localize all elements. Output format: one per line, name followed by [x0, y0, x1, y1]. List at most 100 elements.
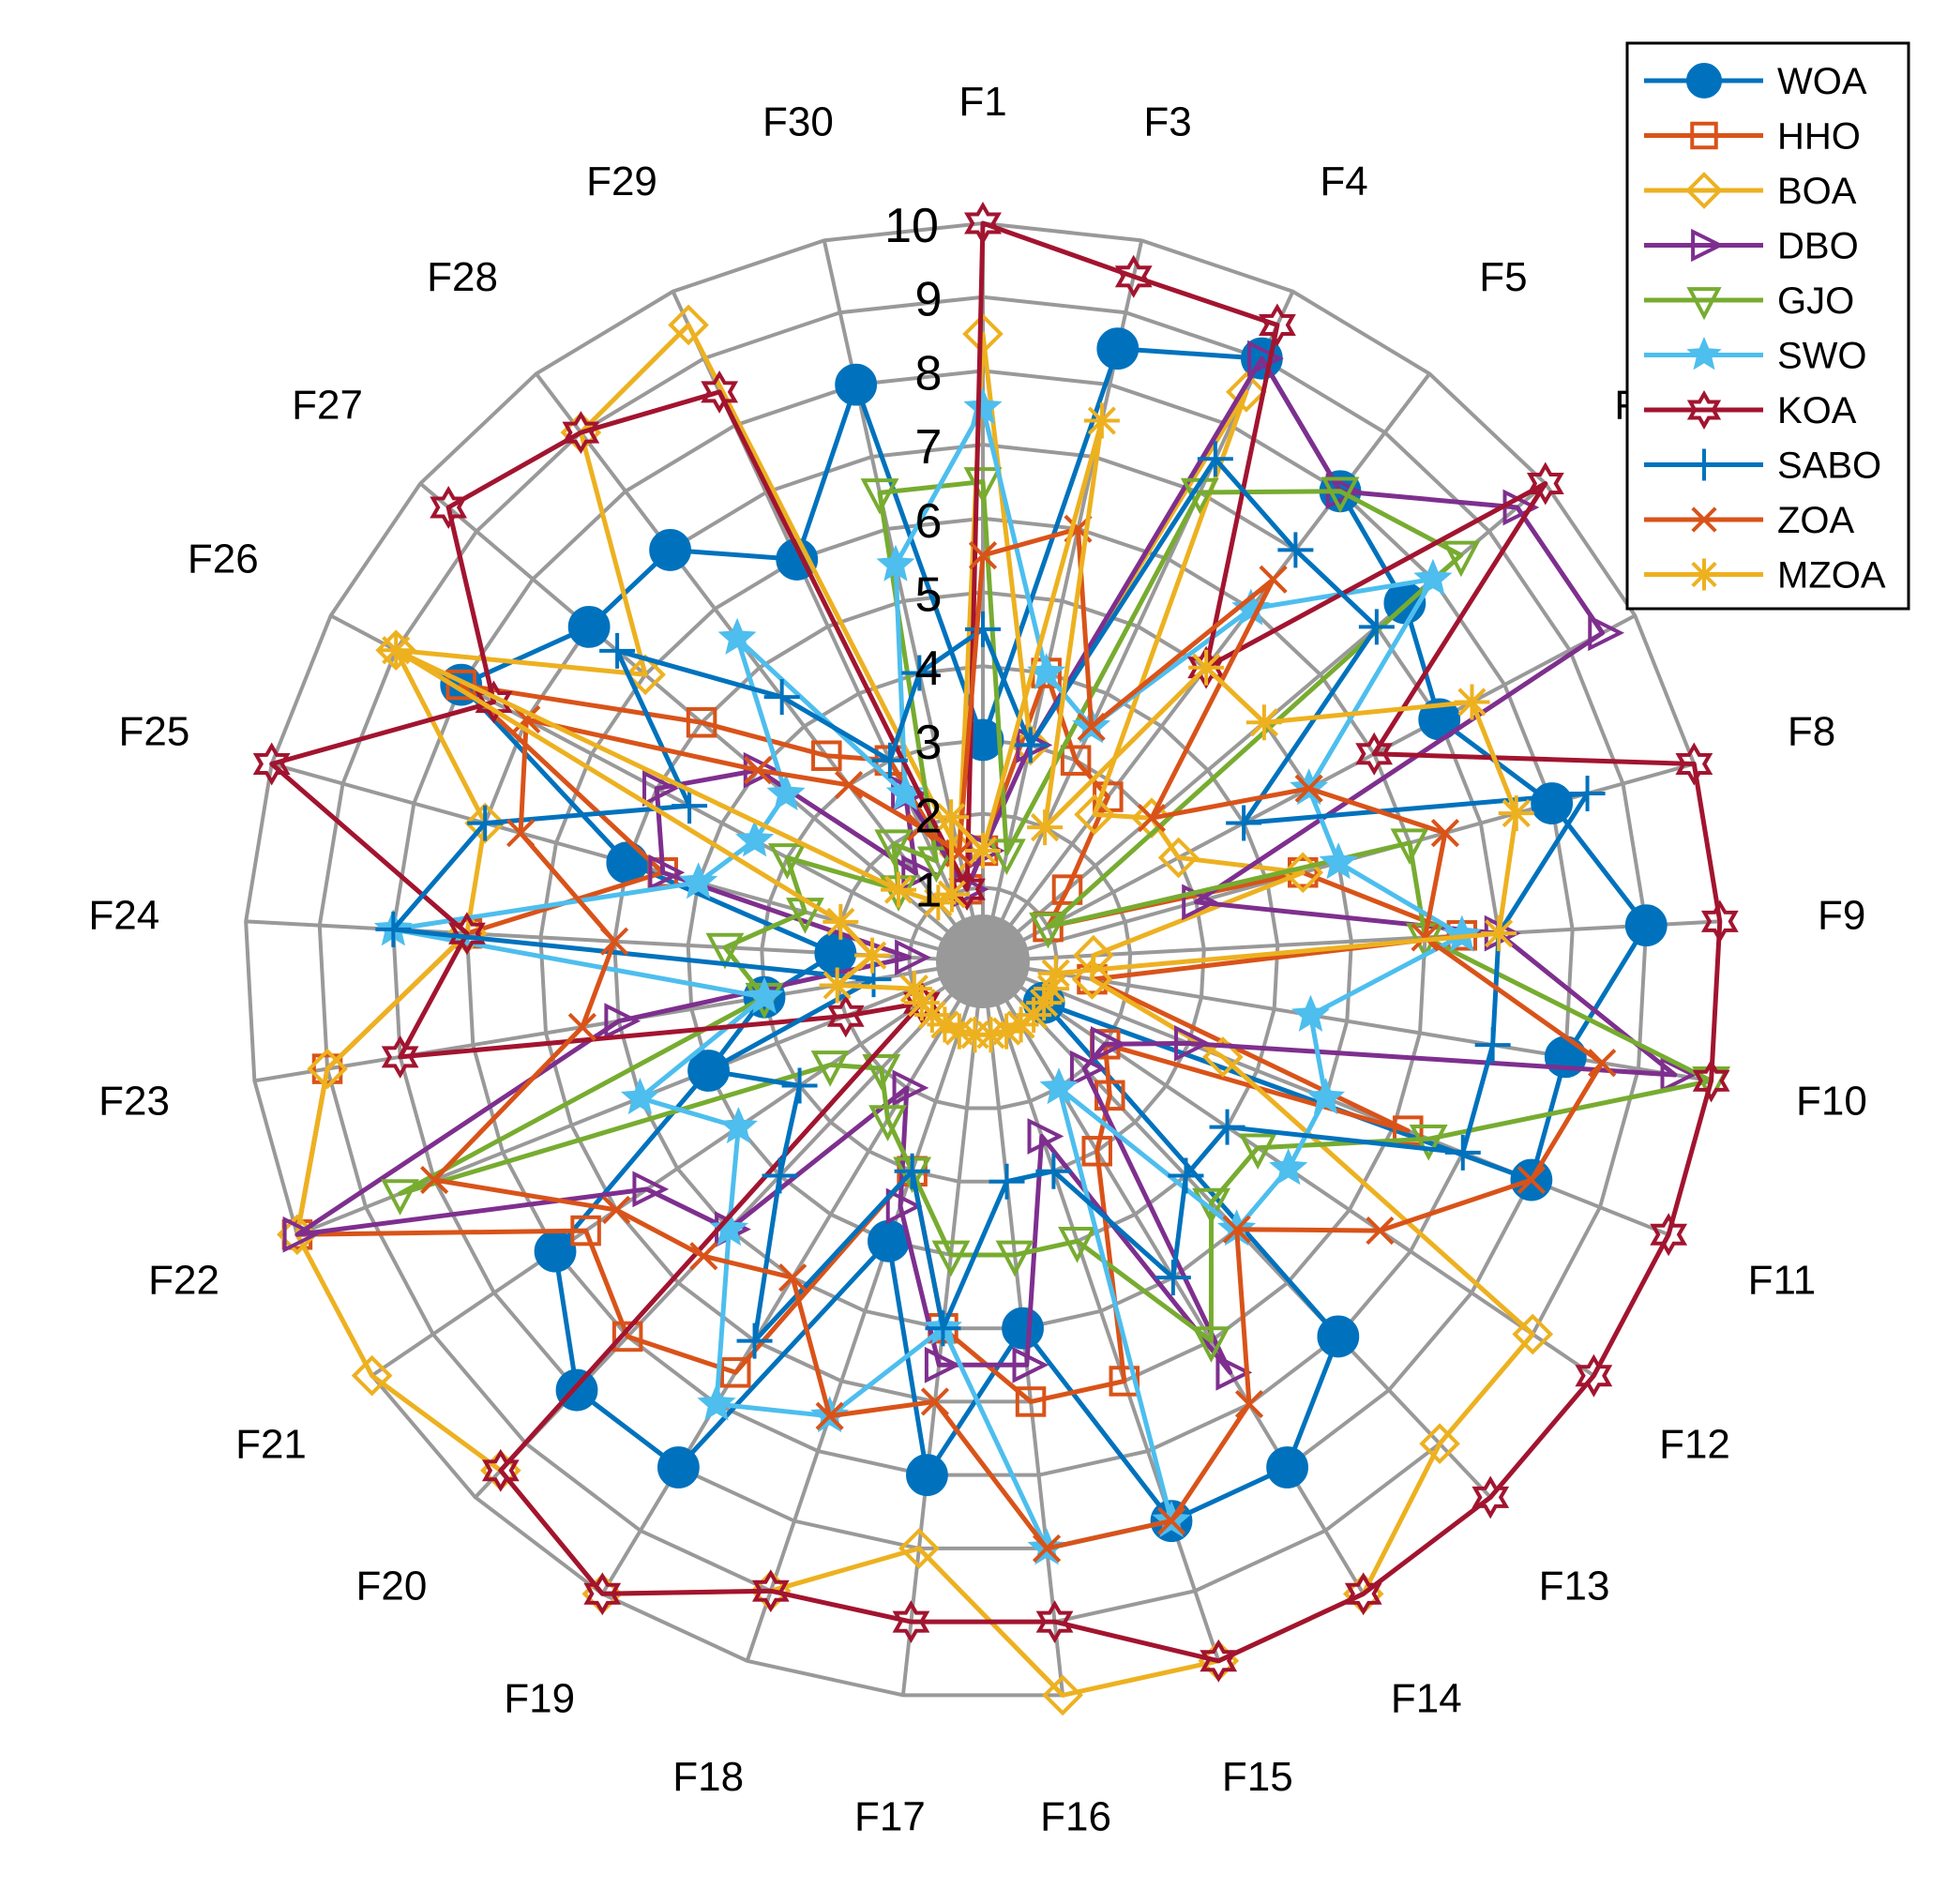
grid-ring-10: [244, 220, 1722, 1698]
point-dbo-f26: [642, 770, 679, 808]
point-woa-f30: [835, 363, 878, 406]
point-zoa-f20: [689, 1242, 718, 1271]
point-gjo-f14: [1192, 1326, 1230, 1363]
point-woa-f9: [1624, 904, 1668, 947]
category-label-f17: F17: [854, 1794, 926, 1840]
point-zoa-f25: [506, 819, 536, 848]
grid-spoke-F9: [982, 919, 1720, 963]
point-sabo-f4: [1197, 441, 1233, 477]
point-boa-f23: [307, 1048, 348, 1090]
point-gjo-f11: [1409, 1125, 1448, 1161]
point-sabo-f18: [894, 1153, 930, 1189]
point-mzoa-f30: [933, 799, 970, 836]
category-label-f28: F28: [427, 254, 498, 300]
legend-label-gjo: GJO: [1777, 280, 1854, 322]
legend-label-swo: SWO: [1777, 336, 1867, 377]
radar-category-labels: F1F3F4F5F6F7F8F9F10F11F12F13F14F15F16F17…: [88, 79, 1866, 1840]
category-label-f5: F5: [1479, 254, 1527, 300]
point-gjo-f7: [1029, 912, 1067, 949]
point-woa-f24: [814, 932, 857, 975]
series-line-dbo: [294, 355, 1678, 1375]
point-koa-f14: [1344, 1572, 1382, 1616]
point-mzoa-f8: [1498, 795, 1534, 832]
point-swo-f14: [1039, 1067, 1079, 1105]
point-koa-f11: [1650, 1213, 1688, 1257]
point-zoa-f29: [906, 813, 936, 842]
point-sabo-f6: [1358, 609, 1395, 645]
point-sabo-f21: [781, 1067, 818, 1104]
point-gjo-f29: [917, 846, 956, 884]
point-boa-f16: [1042, 1674, 1083, 1716]
legend-item-koa: KOA: [1644, 389, 1857, 431]
point-dbo-f13: [1069, 1050, 1107, 1087]
point-koa-f17: [892, 1600, 930, 1644]
point-dbo-f10: [1660, 1056, 1698, 1094]
radar-ring-labels: 1 2 3 4 5 6 7 8 9 10: [884, 199, 942, 917]
point-hho-f19: [720, 1357, 751, 1388]
point-koa-f4: [1259, 303, 1296, 347]
category-label-f11: F11: [1748, 1257, 1817, 1303]
point-swo-f21: [718, 1107, 758, 1144]
point-sabo-f27: [599, 632, 636, 669]
point-sabo-f29: [871, 742, 908, 778]
point-koa-f20: [481, 1448, 520, 1492]
legend-item-sabo: SABO: [1644, 446, 1881, 487]
point-zoa-f5: [1259, 565, 1288, 594]
point-mzoa-f9: [1481, 915, 1517, 952]
point-koa-f23: [381, 1035, 419, 1079]
category-label-f19: F19: [504, 1676, 575, 1722]
point-boa-f11: [1202, 1036, 1244, 1078]
point-koa-f10: [1692, 1059, 1730, 1103]
point-gjo-f8: [1390, 828, 1429, 865]
point-mzoa-f29: [933, 876, 970, 913]
point-mzoa-f21: [903, 985, 940, 1021]
ring-label-6: 6: [915, 494, 943, 549]
point-swo-f22: [620, 1078, 659, 1115]
point-koa-f18: [751, 1569, 790, 1613]
point-swo-f25: [679, 862, 718, 899]
series-gjo: [381, 467, 1731, 1363]
point-mzoa-f15: [989, 1013, 1025, 1050]
point-mzoa-f10: [1037, 955, 1074, 991]
legend-marker-hho: [1690, 121, 1718, 150]
point-koa-f7: [1355, 732, 1394, 776]
point-mzoa-f22: [896, 971, 932, 1007]
point-boa-f13: [1419, 1423, 1460, 1465]
point-swo-f8: [1319, 842, 1358, 880]
ring-label-2: 2: [915, 790, 943, 844]
point-koa-f26: [475, 680, 513, 724]
point-sabo-f11: [1444, 1134, 1481, 1171]
point-mzoa-f23: [819, 967, 855, 1004]
point-mzoa-f4: [1027, 809, 1064, 846]
point-mzoa-f3: [1083, 402, 1120, 439]
point-zoa-f12: [1366, 1216, 1395, 1246]
point-koa-f28: [562, 411, 600, 455]
point-hho-f4: [1060, 745, 1092, 776]
point-koa-f3: [1114, 254, 1153, 298]
point-gjo-f30: [860, 478, 899, 515]
legend-marker-dbo: [1691, 228, 1725, 263]
ring-label-5: 5: [915, 568, 943, 623]
legend-item-mzoa: MZOA: [1644, 555, 1886, 597]
legend-box: [1625, 41, 1910, 611]
point-mzoa-f5: [1188, 649, 1225, 686]
category-label-f10: F10: [1796, 1078, 1867, 1124]
point-mzoa-f27: [881, 871, 917, 908]
point-mzoa-f25: [823, 903, 859, 940]
point-sabo-f28: [763, 679, 800, 716]
point-mzoa-f7: [1454, 684, 1490, 720]
point-gjo-f22: [381, 1179, 419, 1216]
legend-label-mzoa: MZOA: [1777, 555, 1886, 597]
point-mzoa-f19: [927, 1006, 963, 1043]
point-swo-f12: [1269, 1148, 1308, 1186]
category-label-f18: F18: [672, 1754, 744, 1800]
radar-center-hub: [936, 914, 1030, 1008]
legend-label-boa: BOA: [1777, 171, 1857, 212]
point-woa-f14: [1266, 1446, 1308, 1488]
point-koa-f21: [902, 981, 941, 1025]
category-label-f21: F21: [235, 1422, 307, 1468]
point-dbo-f23: [604, 1003, 641, 1040]
point-mzoa-f13: [1016, 997, 1052, 1034]
legend-label-dbo: DBO: [1777, 226, 1859, 267]
